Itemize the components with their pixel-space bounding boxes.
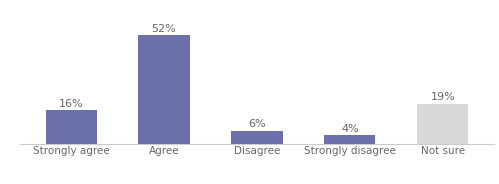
Text: 4%: 4% — [341, 123, 359, 134]
Bar — [232, 131, 282, 144]
Bar — [417, 104, 469, 144]
Bar — [45, 110, 97, 144]
Text: 19%: 19% — [431, 92, 455, 102]
Bar — [324, 135, 376, 144]
Bar — [139, 36, 190, 144]
Text: 52%: 52% — [152, 24, 177, 34]
Text: 6%: 6% — [248, 119, 266, 129]
Text: 16%: 16% — [59, 99, 83, 109]
